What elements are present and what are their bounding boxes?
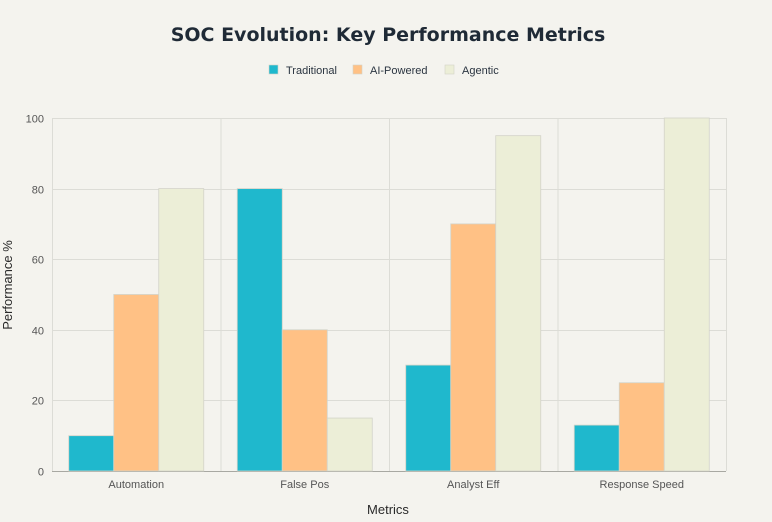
y-tick-label: 100: [26, 114, 44, 126]
y-tick-label: 80: [32, 185, 44, 197]
y-axis-ticks: 0 20 40 60 80 100: [26, 114, 44, 479]
legend-item-agentic: Agentic: [444, 64, 499, 77]
legend-label-ai-powered: AI-Powered: [370, 65, 427, 77]
bar-agentic-analyst-eff: [495, 135, 542, 472]
legend-label-agentic: Agentic: [462, 65, 499, 77]
bar-agentic-automation: [158, 188, 205, 472]
x-tick-label-response-speed: Response Speed: [600, 479, 684, 491]
x-axis-label: Metrics: [367, 502, 409, 517]
bar-ai-powered-response-speed: [618, 382, 665, 472]
x-tick-label-automation: Automation: [108, 479, 164, 491]
bar-agentic-false-pos: [326, 417, 373, 472]
x-axis-ticks: Automation False Pos Analyst Eff Response S…: [108, 479, 684, 491]
legend-swatch-ai-powered: [352, 64, 363, 75]
y-tick-label: 0: [38, 467, 44, 479]
bar-traditional-analyst-eff: [405, 364, 452, 472]
y-axis-label: Performance %: [0, 240, 15, 330]
x-tick-label-false-pos: False Pos: [280, 479, 329, 491]
legend: Traditional AI-Powered Agentic: [268, 64, 499, 77]
chart-title: SOC Evolution: Key Performance Metrics: [171, 24, 606, 46]
legend-label-traditional: Traditional: [286, 65, 337, 77]
bar-ai-powered-analyst-eff: [450, 223, 497, 472]
bar-traditional-false-pos: [236, 188, 283, 472]
y-tick-label: 20: [32, 396, 44, 408]
legend-item-traditional: Traditional: [268, 64, 337, 77]
bar-agentic-response-speed: [663, 117, 710, 472]
legend-swatch-agentic: [444, 64, 455, 75]
bar-traditional-response-speed: [573, 424, 620, 472]
x-tick-label-analyst-eff: Analyst Eff: [447, 479, 500, 491]
legend-item-ai-powered: AI-Powered: [352, 64, 427, 77]
bar-ai-powered-automation: [113, 294, 160, 472]
y-tick-label: 40: [32, 326, 44, 338]
legend-swatch-traditional: [268, 64, 279, 75]
y-tick-label: 60: [32, 255, 44, 267]
bars: [68, 117, 710, 472]
bar-traditional-automation: [68, 435, 115, 472]
bar-ai-powered-false-pos: [281, 329, 328, 472]
